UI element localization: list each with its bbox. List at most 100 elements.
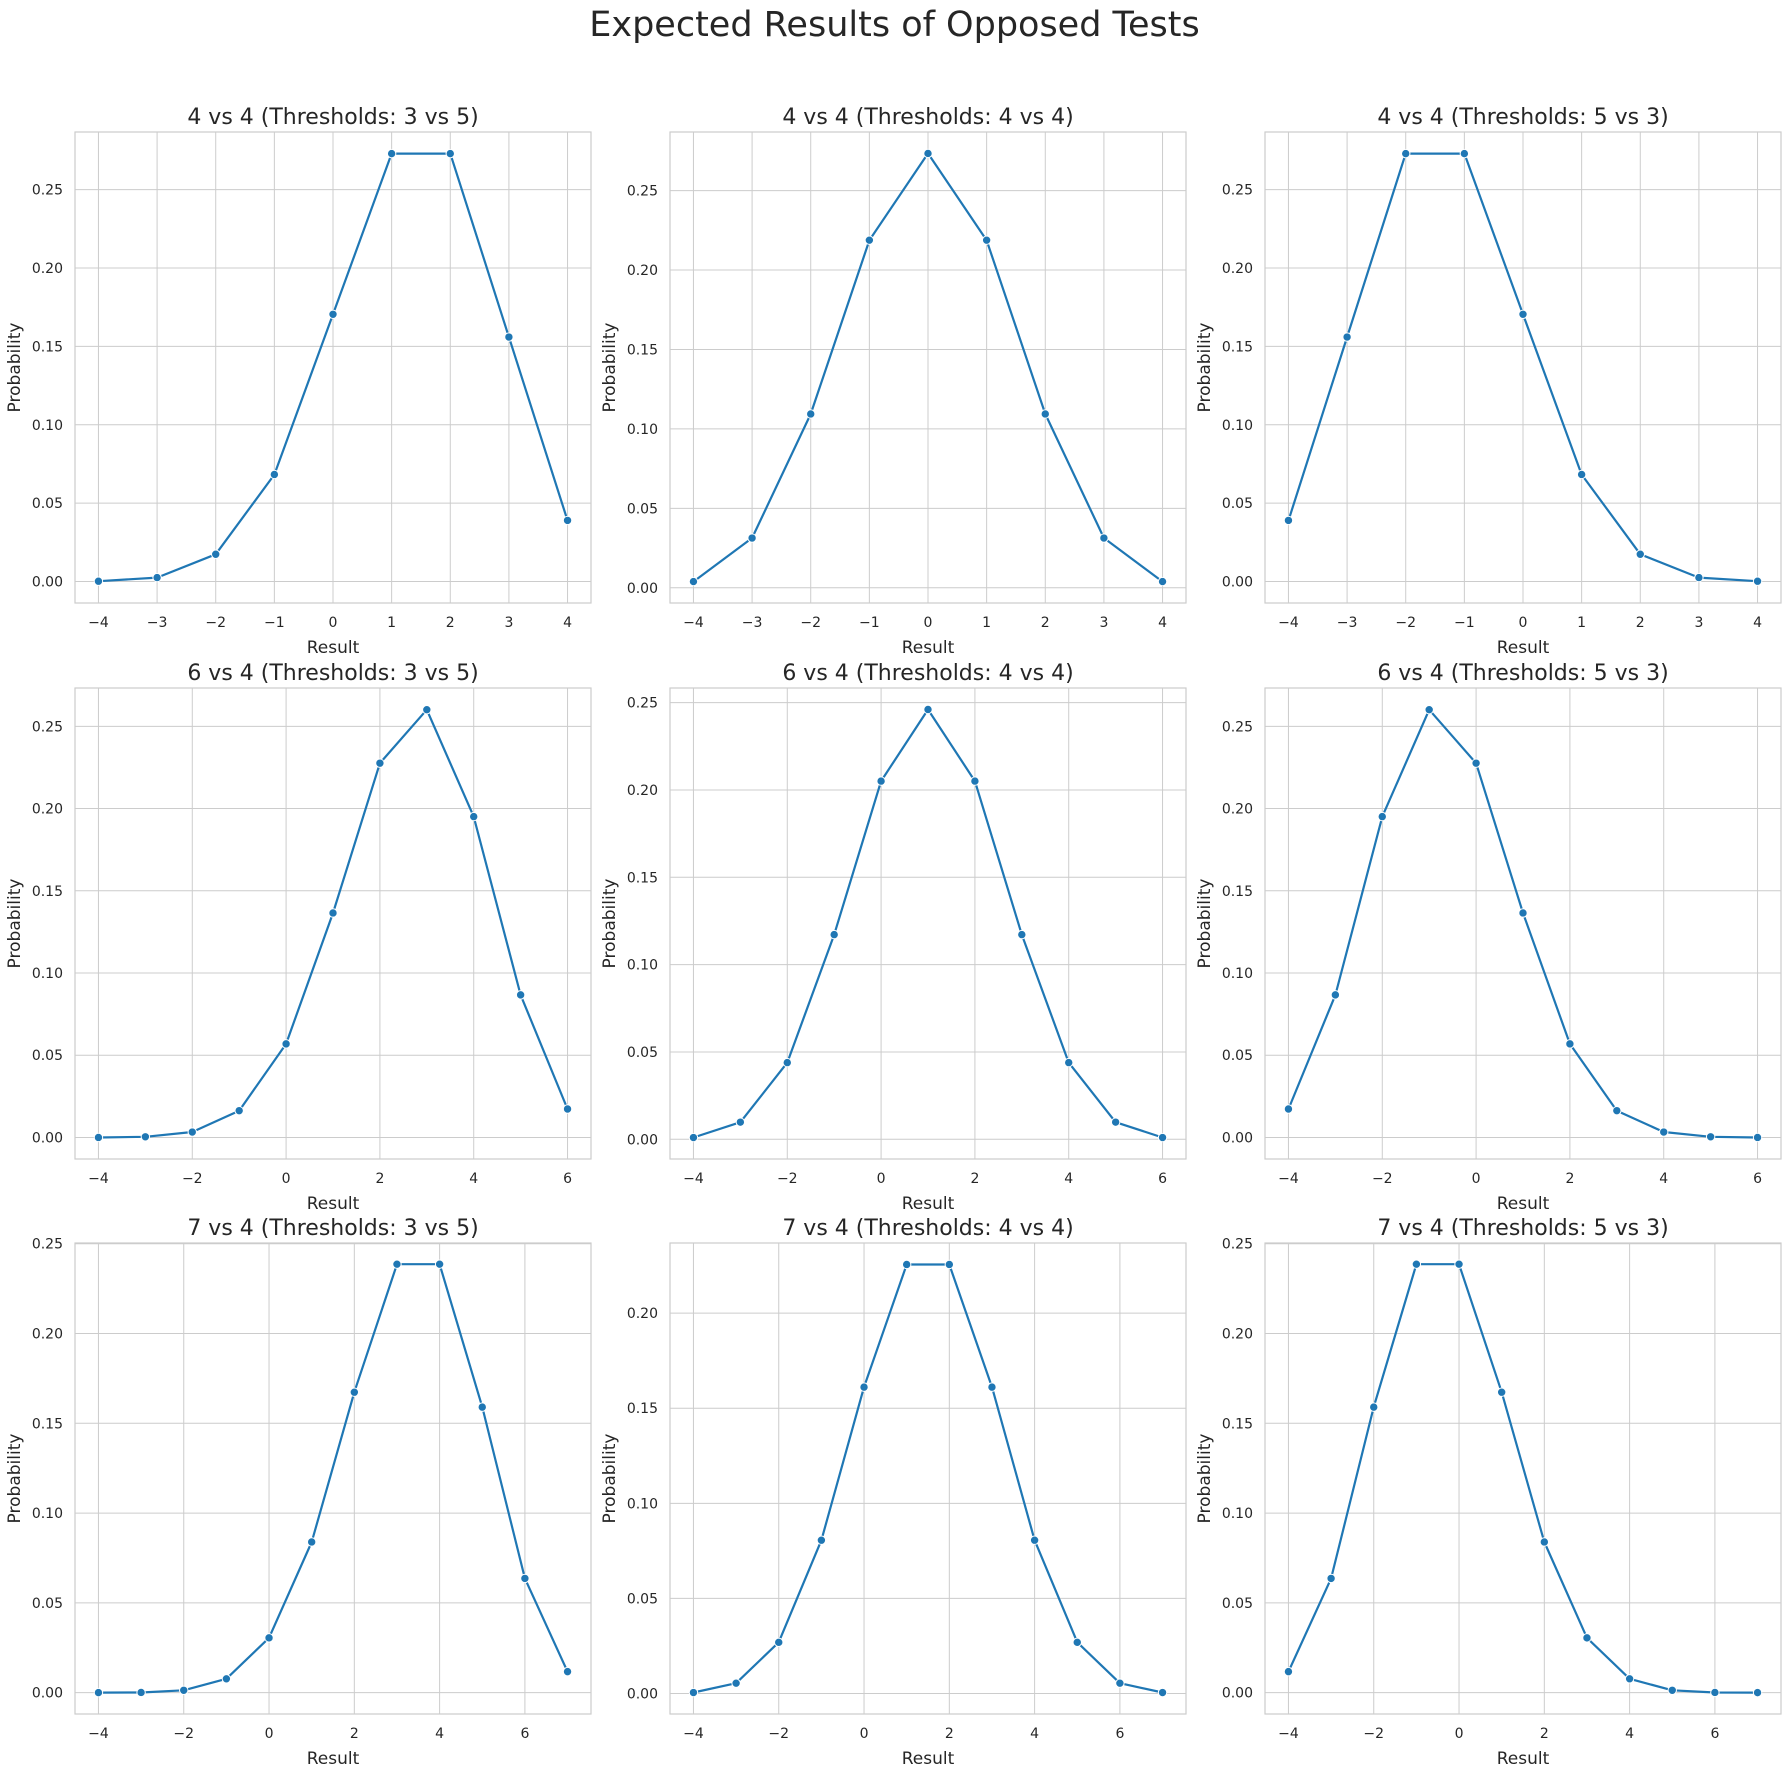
- y-tick-label: 0.20: [1222, 261, 1253, 277]
- data-point: [944, 1259, 955, 1270]
- y-tick-label: 0.00: [32, 575, 63, 591]
- data-point: [328, 309, 338, 319]
- x-tick-label: −2: [182, 1171, 203, 1187]
- data-point: [1377, 811, 1387, 822]
- data-point: [1330, 990, 1341, 1000]
- y-tick-label: 0.15: [627, 870, 658, 886]
- x-tick-label: 1: [387, 615, 396, 631]
- data-point: [1539, 1537, 1550, 1547]
- x-axis-label: Result: [307, 1194, 360, 1214]
- y-tick-label: 0.20: [32, 261, 63, 277]
- x-tick-label: −1: [264, 615, 285, 631]
- data-point: [434, 1259, 445, 1269]
- data-point: [1667, 1685, 1677, 1695]
- x-tick-label: 2: [375, 1171, 384, 1187]
- data-point: [1401, 148, 1411, 159]
- data-point: [1518, 908, 1528, 918]
- plot-frame: [669, 1242, 1187, 1715]
- data-point: [876, 776, 886, 786]
- data-point: [1072, 1637, 1082, 1648]
- data-point: [349, 1387, 360, 1397]
- y-tick-label: 0.00: [1222, 575, 1253, 591]
- data-point: [1705, 1132, 1716, 1142]
- series-line: [1287, 708, 1758, 1139]
- data-point: [1752, 576, 1763, 586]
- subplot-title: 6 vs 4 (Thresholds: 5 vs 3): [1377, 661, 1668, 686]
- x-tick-label: 4: [563, 615, 572, 631]
- data-point: [234, 1105, 244, 1116]
- data-point: [1283, 1666, 1294, 1677]
- subplot-7: −4 −2 0 2 4 6 0.00 0.05 0.10 0.15 0.20 0.25 7 vs 4 (…: [5, 1216, 592, 1769]
- y-tick-label: 0.05: [1222, 1596, 1253, 1612]
- x-tick-label: −3: [147, 615, 168, 631]
- x-axis-label: Result: [307, 638, 360, 658]
- data-point: [688, 1132, 699, 1143]
- x-tick-label: −4: [1278, 615, 1299, 631]
- data-point: [221, 1674, 232, 1684]
- plot-frame: [1264, 687, 1782, 1160]
- data-point: [1029, 1535, 1040, 1545]
- y-tick-label: 0.00: [32, 1130, 63, 1146]
- data-point: [774, 1637, 784, 1648]
- subplot-title: 7 vs 4 (Thresholds: 4 vs 4): [782, 1216, 1073, 1241]
- y-tick-label: 0.15: [1222, 1416, 1253, 1432]
- data-point: [211, 549, 221, 559]
- y-tick-label: 0.05: [627, 501, 658, 517]
- y-tick-label: 0.15: [627, 1401, 658, 1417]
- subplot-9: −4 −2 0 2 4 6 0.00 0.05 0.10 0.15 0.20 0.25 7 vs 4 (…: [1195, 1216, 1782, 1769]
- plot-frame: [669, 687, 1187, 1160]
- x-tick-label: −1: [1454, 615, 1475, 631]
- x-tick-label: 0: [877, 1171, 886, 1187]
- x-tick-label: 2: [1041, 615, 1050, 631]
- data-point: [731, 1678, 741, 1688]
- x-tick-label: 0: [924, 615, 933, 631]
- data-point: [1635, 549, 1645, 559]
- x-tick-label: 0: [860, 1726, 869, 1742]
- series-line: [693, 708, 1163, 1139]
- y-tick-label: 0.00: [627, 1132, 658, 1148]
- subplot-title: 6 vs 4 (Thresholds: 3 vs 5): [187, 661, 478, 686]
- y-tick-label: 0.05: [1222, 496, 1253, 512]
- data-point: [1624, 1674, 1635, 1684]
- y-tick-label: 0.05: [32, 496, 63, 512]
- data-point: [1459, 148, 1470, 159]
- data-point: [970, 776, 980, 786]
- y-tick-label: 0.20: [32, 1327, 63, 1343]
- x-tick-label: −4: [683, 615, 704, 631]
- plot-frame: [74, 131, 592, 604]
- x-axis-label: Result: [1497, 1749, 1550, 1769]
- plot-frame: [669, 131, 1187, 604]
- x-tick-label: −2: [768, 1726, 789, 1742]
- x-tick-label: 0: [1455, 1726, 1464, 1742]
- data-point: [981, 235, 992, 245]
- subplot-title: 6 vs 4 (Thresholds: 4 vs 4): [782, 661, 1073, 686]
- x-tick-label: 2: [350, 1726, 359, 1742]
- y-tick-label: 0.05: [627, 1591, 658, 1607]
- data-point: [816, 1535, 827, 1545]
- y-tick-label: 0.05: [1222, 1048, 1253, 1064]
- x-tick-label: −2: [173, 1726, 194, 1742]
- data-point: [1518, 309, 1528, 319]
- series-line: [1287, 1263, 1758, 1694]
- data-point: [806, 409, 816, 419]
- y-tick-label: 0.15: [32, 884, 63, 900]
- data-point: [829, 929, 839, 940]
- x-tick-label: 0: [1519, 615, 1528, 631]
- series-line: [98, 708, 569, 1139]
- y-tick-label: 0.25: [1222, 183, 1253, 199]
- x-tick-label: 4: [1064, 1171, 1073, 1187]
- x-axis-label: Result: [1497, 1194, 1550, 1214]
- data-point: [515, 990, 526, 1000]
- x-tick-label: 6: [1753, 1171, 1762, 1187]
- plot-frame: [1264, 131, 1782, 604]
- data-point: [987, 1382, 997, 1392]
- data-point: [562, 1666, 573, 1677]
- x-tick-label: −2: [1372, 1171, 1393, 1187]
- subplot-3: −4 −3 −2 −1 0 1 2 3 4 0.00 0.05 0.10 0.15 0.20 0.25 4 v…: [1195, 105, 1782, 658]
- data-point: [520, 1573, 530, 1584]
- data-point: [93, 1132, 104, 1143]
- data-point: [281, 1039, 291, 1049]
- data-point: [923, 148, 933, 159]
- x-tick-label: 6: [1115, 1726, 1124, 1742]
- data-point: [1326, 1573, 1336, 1584]
